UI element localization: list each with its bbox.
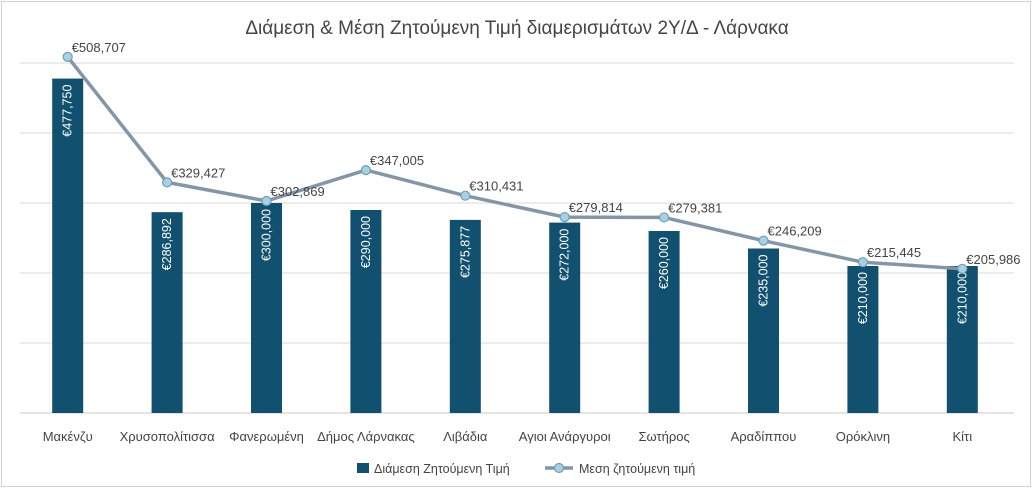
bar-value-label: €210,000 [955,272,969,324]
series-line [66,55,963,271]
line-value-label: €302,869 [271,184,325,199]
category-label: Σωτήρος [638,429,689,444]
bar-value-label: €235,000 [757,254,771,306]
bar-value-label: €260,000 [657,237,671,289]
line-value-label: €347,005 [370,153,424,168]
line-value-label: €279,381 [668,200,722,215]
line-marker [559,212,570,223]
category-label: Χρυσοπολίτισσα [120,429,215,444]
line-marker [957,263,968,274]
category-label: Κίτι [953,429,973,444]
line-value-label: €246,209 [768,224,822,239]
line-value-label: €205,986 [966,252,1020,267]
bar [52,78,84,413]
bar-value-label: €275,877 [458,226,472,278]
category-label: Μακένζυ [43,429,93,444]
bar [350,210,382,413]
category-label: Ορόκλινη [836,429,890,444]
bar-value-label: €272,000 [558,229,572,281]
line-marker [162,177,173,188]
line-marker [360,164,371,176]
bar [847,266,879,413]
bar [449,219,481,413]
category-label: Αραδίππου [731,429,797,444]
legend-label-line: Μεση ζητούμενη τιμή [579,462,695,476]
category-label: Φανερωμένη [229,429,304,444]
line-value-label: €508,707 [72,40,126,55]
line-value-label: €329,427 [171,165,225,180]
legend-swatch-bar [357,463,369,473]
bar [549,222,581,413]
line-marker [261,195,272,207]
line-marker [658,212,670,223]
chart-title: Διάμεση & Μέση Ζητούμενη Τιμή διαμερισμά… [245,18,789,39]
line-value-label: €279,814 [569,200,623,215]
legend-swatch-marker [553,462,565,474]
bar-value-label: €477,750 [61,85,75,137]
bar [151,212,183,413]
bar [946,266,978,413]
bar-value-label: €300,000 [260,209,274,261]
line-marker [460,190,471,201]
bar [648,231,680,413]
category-label: Αγιοι Ανάργυροι [519,429,611,444]
legend-label-bar: Διάμεση Ζητούμενη Τιμή [374,462,510,476]
bar-value-label: €210,000 [856,272,870,324]
bar [748,248,779,413]
category-label: Λιβάδια [443,429,488,444]
line-marker [857,257,869,268]
line-value-label: €310,431 [469,179,523,194]
line-marker [758,235,769,246]
category-label: Δήμος Λάρνακας [317,429,415,444]
bar-value-label: €290,000 [359,216,373,268]
bar [251,203,282,413]
bar-value-label: €286,892 [160,218,174,270]
line-value-label: €215,445 [867,245,921,260]
line-marker [62,51,73,63]
